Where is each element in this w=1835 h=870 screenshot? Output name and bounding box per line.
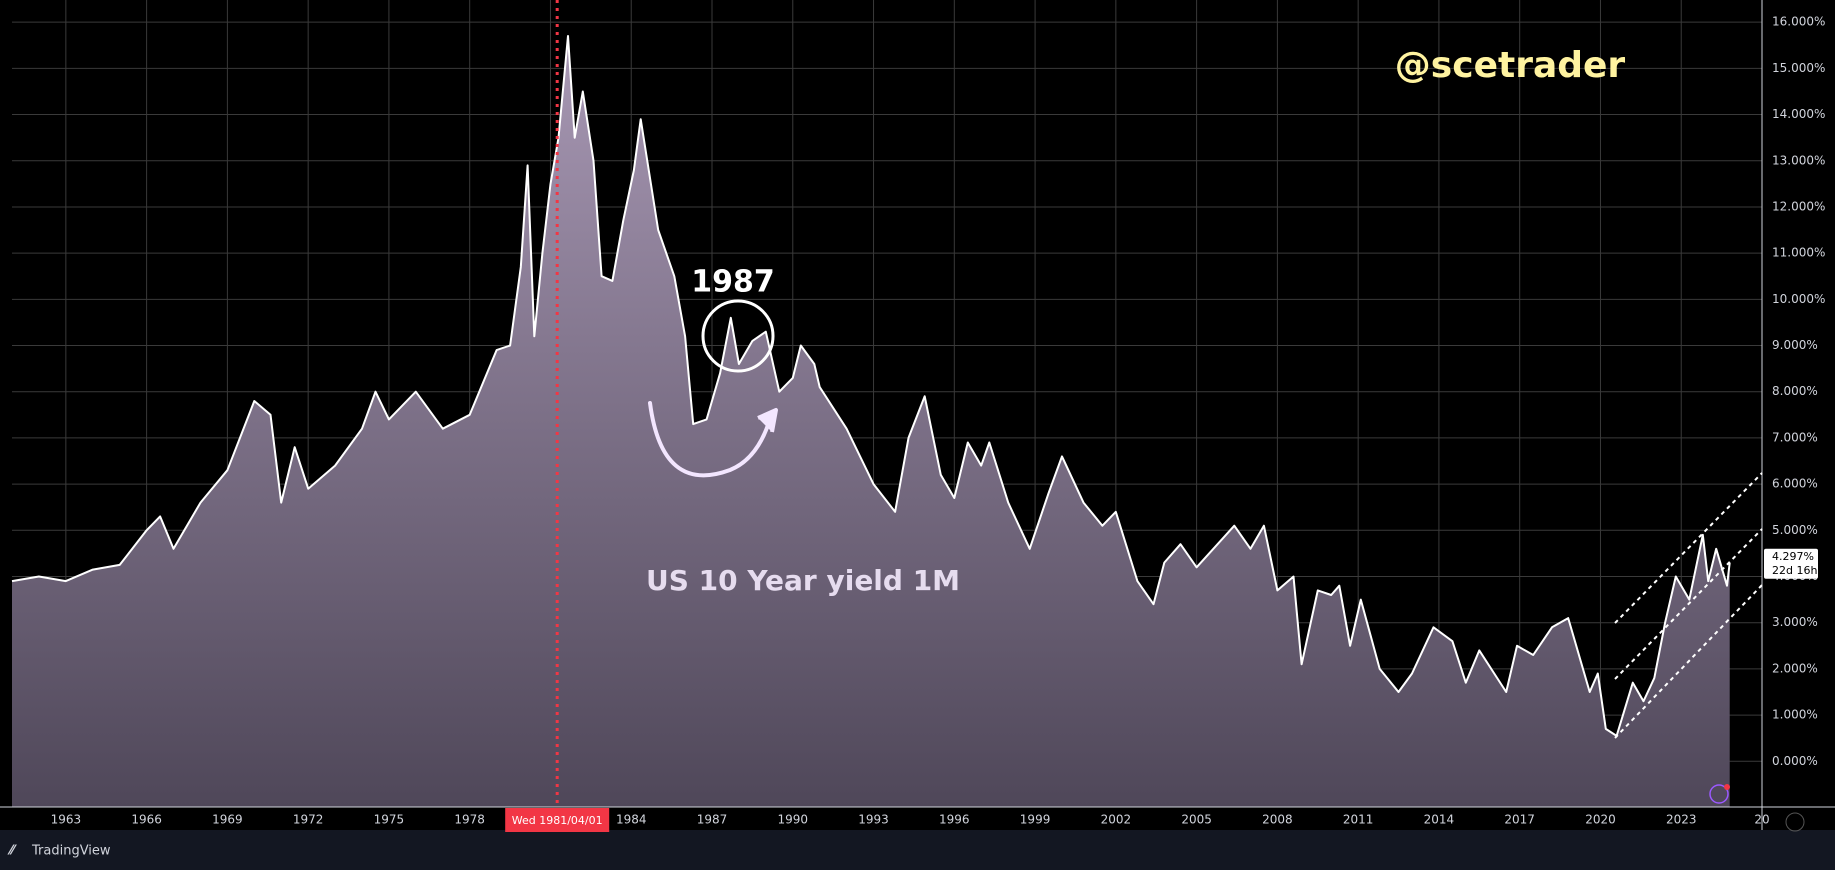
y-tick-label: 3.000%: [1772, 615, 1818, 629]
y-tick-label: 2.000%: [1772, 661, 1818, 675]
crosshair-label: Wed 1981/04/01: [512, 814, 603, 827]
brand-logo: ⁄⁄: [7, 844, 17, 859]
annotation: 1987: [691, 265, 775, 300]
x-tick-label: 1987: [697, 813, 728, 827]
x-tick-label: 1972: [293, 813, 324, 827]
price-line: [11, 35, 1731, 737]
countdown: 22d 16h: [1772, 564, 1817, 577]
y-tick-label: 0.000%: [1772, 754, 1818, 768]
x-tick-label: 2014: [1424, 813, 1455, 827]
x-tick-label: 2002: [1101, 813, 1132, 827]
alert-dot: [1724, 784, 1730, 790]
arrow: [648, 401, 774, 478]
y-tick-label: 8.000%: [1772, 384, 1818, 398]
x-tick-label: 20: [1754, 813, 1769, 827]
y-tick-label: 16.000%: [1772, 15, 1825, 29]
x-tick-label: 1966: [131, 813, 162, 827]
y-tick-label: 7.000%: [1772, 430, 1818, 444]
y-tick-label: 10.000%: [1772, 292, 1825, 306]
x-tick-label: 2011: [1343, 813, 1374, 827]
arrow-head: [757, 408, 778, 433]
y-tick-label: 14.000%: [1772, 107, 1825, 121]
alert-icon[interactable]: [1709, 784, 1729, 804]
area-fill: [12, 36, 1730, 807]
y-tick-label: 9.000%: [1772, 338, 1818, 352]
channel-lines: [1614, 472, 1763, 739]
brand: TradingView: [31, 844, 111, 859]
price-tag: 4.297%: [1772, 550, 1814, 563]
price-tag-bg: [1764, 548, 1818, 579]
x-tick-label: 2017: [1504, 813, 1535, 827]
x-tick-label: 1975: [374, 813, 405, 827]
x-tick-label: 1963: [51, 813, 82, 827]
y-tick-label: 12.000%: [1772, 199, 1825, 213]
x-tick-label: 2005: [1181, 813, 1212, 827]
x-tick-label: 1969: [212, 813, 243, 827]
y-tick-label: 13.000%: [1772, 153, 1825, 167]
footer-bar: [0, 830, 1835, 870]
chart-title: US 10 Year yield 1M: [646, 564, 960, 597]
x-tick-label: 2020: [1585, 813, 1616, 827]
y-tick-label: 6.000%: [1772, 477, 1818, 491]
svg-text:⁄⁄: ⁄⁄: [7, 844, 17, 859]
y-tick-label: 5.000%: [1772, 523, 1818, 537]
highlight-circle: [701, 299, 775, 373]
y-tick-label: 15.000%: [1772, 61, 1825, 75]
x-tick-label: 1978: [454, 813, 485, 827]
x-tick-label: 1996: [939, 813, 970, 827]
x-tick-label: 1999: [1020, 813, 1051, 827]
y-tick-label: 11.000%: [1772, 246, 1825, 260]
x-tick-label: 1990: [777, 813, 808, 827]
auto-scale-button[interactable]: [1785, 812, 1805, 832]
crosshair-label-bg: [505, 808, 610, 832]
x-tick-label: 2008: [1262, 813, 1293, 827]
y-tick-label: 1.000%: [1772, 708, 1818, 722]
watermark: @scetrader: [1395, 45, 1626, 86]
x-tick-label: 2023: [1666, 813, 1697, 827]
x-tick-label: 1984: [616, 813, 647, 827]
x-tick-label: 1993: [858, 813, 889, 827]
